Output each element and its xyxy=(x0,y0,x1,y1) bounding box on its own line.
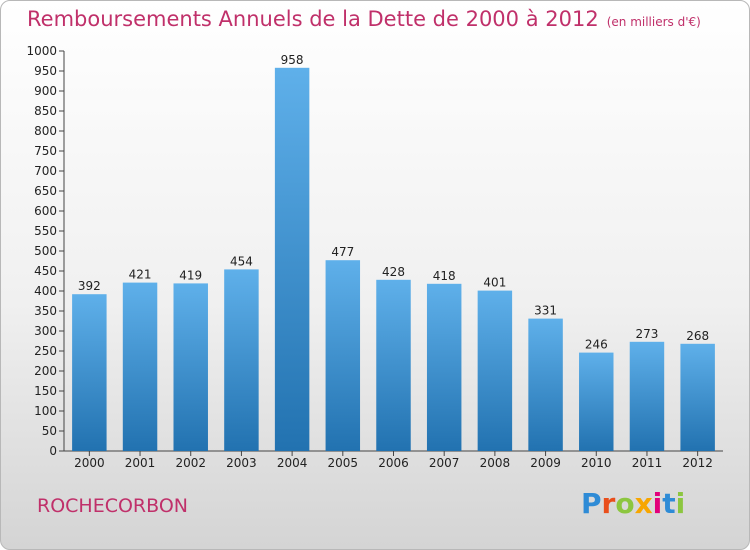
x-tick-label: 2002 xyxy=(175,456,206,470)
x-tick-label: 2011 xyxy=(632,456,663,470)
data-label: 331 xyxy=(534,304,557,318)
bar xyxy=(325,260,361,451)
y-tick-label: 0 xyxy=(49,444,57,458)
y-tick-label: 600 xyxy=(34,204,57,218)
y-tick-label: 1000 xyxy=(26,44,57,58)
bar xyxy=(528,318,563,451)
data-label: 246 xyxy=(585,338,608,352)
y-tick-label: 750 xyxy=(34,144,57,158)
y-tick-label: 400 xyxy=(34,284,57,298)
brand-letter: i xyxy=(675,487,686,520)
x-tick-label: 2010 xyxy=(581,456,612,470)
commune-name: ROCHECORBON xyxy=(37,495,189,517)
y-tick-label: 500 xyxy=(34,244,57,258)
y-tick-label: 300 xyxy=(34,324,57,338)
x-tick-label: 2007 xyxy=(429,456,460,470)
brand-letter: t xyxy=(662,487,676,520)
data-label: 958 xyxy=(281,53,304,67)
bar xyxy=(680,343,715,451)
data-label: 419 xyxy=(179,268,202,282)
bar xyxy=(426,283,462,451)
x-tick-label: 2001 xyxy=(125,456,156,470)
data-label: 268 xyxy=(686,329,709,343)
data-label: 273 xyxy=(636,327,659,341)
x-tick-label: 2003 xyxy=(226,456,257,470)
x-tick-label: 2006 xyxy=(378,456,409,470)
data-label: 477 xyxy=(331,245,354,259)
x-tick-label: 2012 xyxy=(682,456,713,470)
chart-title-text: Remboursements Annuels de la Dette de 20… xyxy=(27,7,599,31)
y-tick-label: 850 xyxy=(34,104,57,118)
y-tick-label: 800 xyxy=(34,124,57,138)
y-tick-label: 100 xyxy=(34,404,57,418)
bar xyxy=(122,282,158,451)
y-tick-label: 200 xyxy=(34,364,57,378)
brand-letter: i xyxy=(652,487,663,520)
y-tick-label: 950 xyxy=(34,64,57,78)
data-label: 454 xyxy=(230,254,253,268)
x-tick-label: 2008 xyxy=(480,456,511,470)
y-tick-label: 250 xyxy=(34,344,57,358)
x-tick-label: 2004 xyxy=(277,456,308,470)
bar xyxy=(629,341,665,451)
bar xyxy=(579,352,614,451)
y-tick-label: 150 xyxy=(34,384,57,398)
x-tick-label: 2000 xyxy=(74,456,105,470)
proxiti-logo: Proxiti xyxy=(581,487,685,520)
bar xyxy=(274,67,310,452)
brand-letter: x xyxy=(634,487,653,520)
bar xyxy=(376,279,411,451)
data-label: 421 xyxy=(129,268,152,282)
bar xyxy=(224,269,259,451)
y-tick-label: 900 xyxy=(34,84,57,98)
x-tick-label: 2009 xyxy=(530,456,561,470)
y-tick-label: 550 xyxy=(34,224,57,238)
y-tick-label: 50 xyxy=(42,424,57,438)
bar xyxy=(477,290,513,451)
y-tick-label: 450 xyxy=(34,264,57,278)
data-label: 392 xyxy=(78,279,101,293)
bar xyxy=(173,283,208,451)
brand-letter: P xyxy=(581,487,602,520)
chart-title: Remboursements Annuels de la Dette de 20… xyxy=(27,7,701,31)
y-tick-label: 650 xyxy=(34,184,57,198)
y-tick-label: 700 xyxy=(34,164,57,178)
data-label: 428 xyxy=(382,265,405,279)
brand-letter: r xyxy=(601,487,616,520)
y-tick-label: 350 xyxy=(34,304,57,318)
bar xyxy=(72,294,107,451)
data-label: 418 xyxy=(433,269,456,283)
data-label: 401 xyxy=(483,276,506,290)
brand-letter: o xyxy=(615,487,635,520)
chart-unit: (en milliers d'€) xyxy=(606,15,701,29)
x-tick-label: 2005 xyxy=(328,456,359,470)
